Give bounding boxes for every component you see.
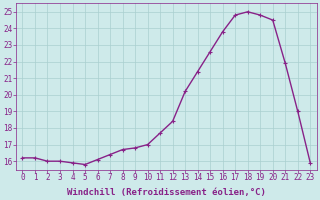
X-axis label: Windchill (Refroidissement éolien,°C): Windchill (Refroidissement éolien,°C)	[67, 188, 266, 197]
